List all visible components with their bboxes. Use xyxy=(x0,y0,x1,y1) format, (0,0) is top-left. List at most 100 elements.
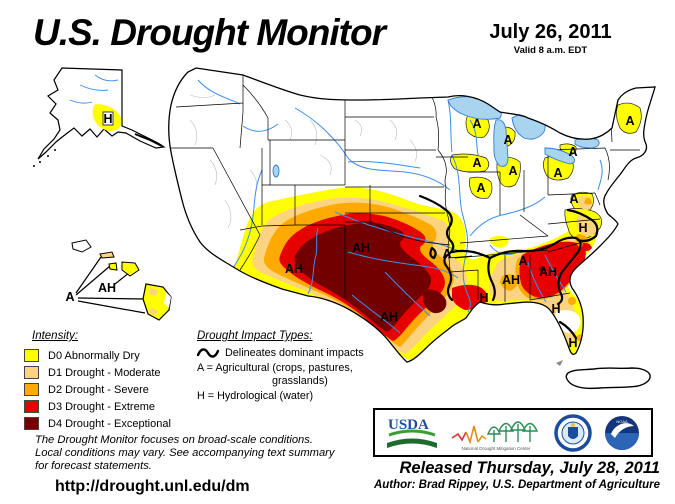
legend-row-d2: D2 Drought - Severe xyxy=(24,381,194,398)
d4-region-etx xyxy=(423,289,447,314)
d0-speck-kytn xyxy=(490,236,509,248)
impact-label-h-108-119: H xyxy=(103,112,112,126)
drought-monitor-url[interactable]: http://drought.unl.edu/dm xyxy=(55,478,250,495)
impact-label-a-477-163: A xyxy=(472,156,481,170)
puerto-rico-inset xyxy=(556,360,651,390)
footnote-line3: for forecast statements. xyxy=(35,460,152,472)
impact-label-ah-548-272: AH xyxy=(539,265,557,279)
footnote-line2: Local conditions may vary. See accompany… xyxy=(35,447,335,459)
d4-region-core xyxy=(294,222,432,332)
impact-label-h-573-343: H xyxy=(568,336,577,350)
author-credit: Author: Brad Rippey, U.S. Department of … xyxy=(373,479,660,491)
hi-big-d1a xyxy=(149,288,158,296)
d3-label: D3 Drought - Extreme xyxy=(48,400,155,413)
legend-row-d1: D1 Drought - Moderate xyxy=(24,364,194,381)
impact-label-a-477-124: A xyxy=(472,117,481,131)
hawaii-arrows xyxy=(75,256,146,314)
intensity-legend: Intensity: D0 Abnormally Dry D1 Drought … xyxy=(24,330,194,432)
hi-island-maui xyxy=(121,261,140,277)
legend-rows: D0 Abnormally Dry D1 Drought - Moderate … xyxy=(24,347,194,432)
d3-speck-nc xyxy=(581,242,592,252)
d2-label: D2 Drought - Severe xyxy=(48,383,149,396)
hawaii-inset xyxy=(71,239,172,321)
legend-heading: Intensity: xyxy=(32,330,79,342)
d4-speck-georgia xyxy=(539,266,545,272)
d3-swatch xyxy=(24,400,39,413)
rivers xyxy=(197,79,603,334)
alaska-label-box xyxy=(102,111,114,126)
d1-swatch xyxy=(24,366,39,379)
doc-seal-logo xyxy=(554,413,592,452)
delineates-text: Delineates dominant impacts xyxy=(225,346,364,359)
d3-speck-fl xyxy=(588,339,594,345)
noaa-logo: NOAA xyxy=(605,415,640,450)
impact-label-h-583-228: H xyxy=(578,221,587,235)
ndmc-trees xyxy=(487,420,539,442)
conus-outline xyxy=(168,67,656,363)
impact-types-heading: Drought Impact Types: xyxy=(197,330,313,342)
delineates-row: Delineates dominant impacts xyxy=(197,346,372,359)
impact-label-ah-361-248: AH xyxy=(352,241,370,255)
alaska-inset xyxy=(33,67,166,167)
d0-label: D0 Abnormally Dry xyxy=(48,349,140,362)
puerto-rico-outline xyxy=(565,367,651,390)
map-date: July 26, 2011 xyxy=(489,21,612,43)
impact-types: Drought Impact Types: Delineates dominan… xyxy=(197,330,372,402)
d2-region-alabama xyxy=(500,274,519,291)
alaska-panhandle-islands xyxy=(134,133,163,147)
impact-label-a-70-297: A xyxy=(65,290,74,304)
legend-row-d3: D3 Drought - Extreme xyxy=(24,398,194,415)
hi-island-niihau xyxy=(71,239,92,253)
impact-label-a-574-199: A xyxy=(569,192,578,206)
impact-label-h-556-309: H xyxy=(551,302,560,316)
state-lines xyxy=(168,75,640,302)
page-title: U.S. Drought Monitor xyxy=(33,12,386,53)
small-arrow-mark xyxy=(556,360,563,366)
agricultural-line1: A = Agricultural (crops, pastures, xyxy=(197,362,353,374)
usda-logo-text: USDA xyxy=(388,417,429,433)
logos-box: USDA National Drought Mitigation Center xyxy=(373,408,653,457)
impact-label-a-481-188: A xyxy=(476,181,485,195)
d2-swatch xyxy=(24,383,39,396)
valid-time: Valid 8 a.m. EDT xyxy=(513,45,588,56)
footnote-line1: The Drought Monitor focuses on broad-sca… xyxy=(35,434,313,446)
agricultural-line2: grasslands) xyxy=(272,375,328,387)
impact-label-a-508-140: A xyxy=(503,133,512,147)
usda-logo: USDA xyxy=(386,417,437,448)
d2-speck-fl1 xyxy=(568,297,576,305)
impact-label-ah-511-280: AH xyxy=(502,273,520,287)
impact-label-a-558-173: A xyxy=(553,166,562,180)
legend-row-d4: D4 Drought - Exceptional xyxy=(24,415,194,432)
impact-label-a-513-171: A xyxy=(508,164,517,178)
squiggle-icon xyxy=(197,348,219,358)
alaska-rivers xyxy=(69,74,119,104)
d1-label: D1 Drought - Moderate xyxy=(48,366,161,379)
hi-big-d1b xyxy=(149,308,158,316)
impact-delineation-lines xyxy=(418,194,599,340)
impact-label-ah-294-269: AH xyxy=(285,262,303,276)
ndmc-logo-text: National Drought Mitigation Center xyxy=(462,446,532,451)
released-date: Released Thursday, July 28, 2011 xyxy=(399,459,660,477)
conus-group xyxy=(168,67,656,363)
noaa-logo-text: NOAA xyxy=(617,419,629,424)
ndmc-logo: National Drought Mitigation Center xyxy=(451,420,539,451)
hi-island-d1 xyxy=(99,251,115,259)
aleutian-islands xyxy=(33,149,56,167)
county-lines xyxy=(189,94,568,331)
hi-big-white xyxy=(164,292,171,308)
footnote: The Drought Monitor focuses on broad-sca… xyxy=(35,434,335,473)
impact-label-a-523-261: A xyxy=(518,254,527,268)
impact-label-h-484-298: H xyxy=(479,291,488,305)
impact-label-ah-389-317: AH xyxy=(380,310,398,324)
hydrological-line: H = Hydrological (water) xyxy=(197,390,314,402)
d4-swatch xyxy=(24,417,39,430)
legend-row-d0: D0 Abnormally Dry xyxy=(24,347,194,364)
impact-label-ah-107-288: AH xyxy=(98,281,116,295)
date-block: July 26, 2011 Valid 8 a.m. EDT xyxy=(468,21,633,56)
fl-white-gap xyxy=(555,310,581,333)
d4-label: D4 Drought - Exceptional xyxy=(48,417,171,430)
release-block: Released Thursday, July 28, 2011 Author:… xyxy=(374,459,660,491)
